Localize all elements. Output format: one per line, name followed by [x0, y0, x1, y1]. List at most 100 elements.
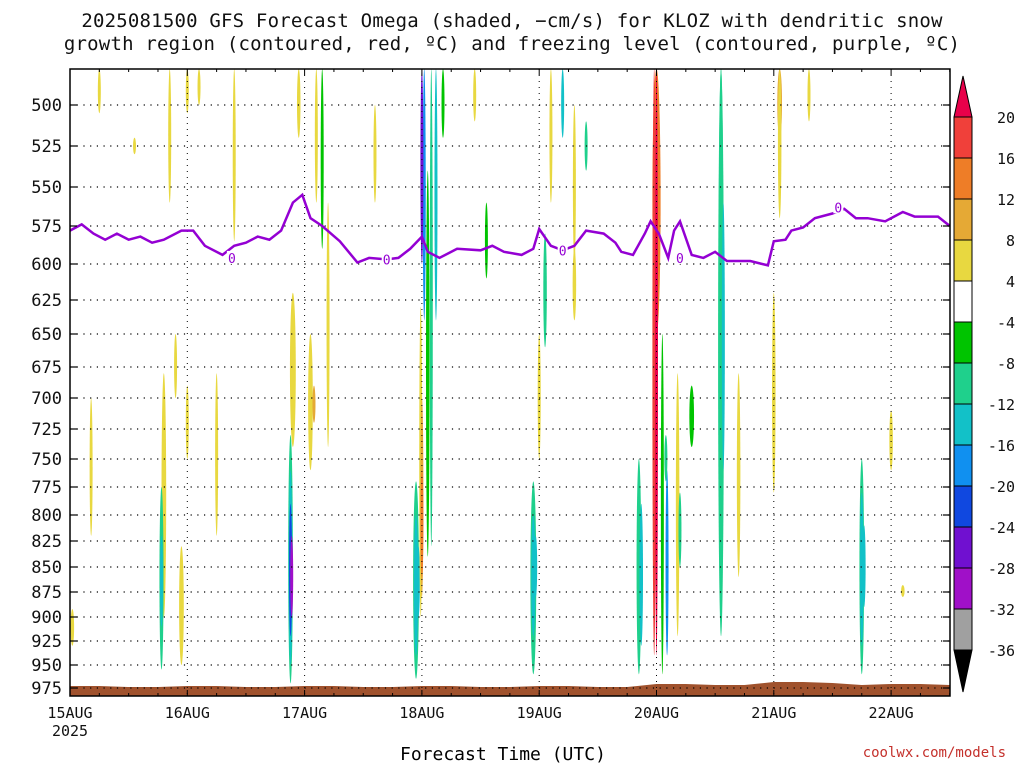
chart-title-line2: growth region (contoured, red, ºC) and f…	[63, 33, 961, 55]
y-tick-label: 975	[31, 679, 62, 699]
colorbar-label: -24	[988, 519, 1015, 537]
colorbar: 20 16 12 8 4 -4 -8 -12 -16 -20 -24 -28 -32 -36	[953, 75, 1015, 693]
colorbar-box	[953, 362, 973, 405]
y-tick-label: 775	[31, 478, 62, 498]
colorbar-bottom-arrow	[953, 649, 973, 693]
y-tick-label: 575	[31, 217, 62, 237]
freezing-level-label: 0	[834, 201, 842, 216]
colorbar-box	[953, 116, 973, 159]
omega-cell	[429, 69, 433, 547]
omega-cell	[70, 609, 75, 646]
freezing-level-label: 0	[676, 252, 684, 267]
omega-shading	[70, 69, 905, 684]
omega-cell	[232, 69, 236, 242]
x-tick-label: 17AUG	[282, 704, 327, 722]
colorbar-top-arrow	[953, 75, 973, 118]
surface-fill	[70, 682, 950, 696]
omega-cell	[678, 492, 682, 567]
colorbar-box	[953, 444, 973, 487]
y-tick-label: 675	[31, 358, 62, 378]
omega-cell	[534, 535, 538, 598]
omega-cell	[89, 398, 93, 536]
omega-cell	[660, 334, 664, 675]
colorbar-label: -36	[988, 642, 1015, 660]
omega-cell	[314, 69, 318, 203]
colorbar-box	[953, 198, 973, 241]
omega-cell	[422, 69, 426, 321]
colorbar-box	[953, 526, 973, 569]
omega-cell	[420, 470, 424, 577]
omega-cell	[473, 69, 477, 122]
omega-cell	[652, 69, 656, 656]
y-tick-label: 875	[31, 583, 62, 603]
omega-cell	[320, 69, 324, 249]
omega-cell	[97, 69, 101, 114]
omega-cell	[549, 69, 553, 203]
colorbar-box	[953, 239, 973, 282]
chart-title-line1: 2025081500 GFS Forecast Omega (shaded, −…	[81, 10, 943, 32]
omega-cell	[664, 435, 668, 482]
omega-cell	[290, 535, 294, 618]
omega-cell	[174, 334, 178, 398]
y-tick-label: 700	[31, 389, 62, 409]
omega-cell	[420, 69, 424, 264]
y-tick-label: 925	[31, 632, 62, 652]
omega-cell	[416, 546, 420, 617]
x-tick-label: 15AUG	[47, 704, 92, 722]
omega-cell	[308, 334, 313, 471]
plot-area	[70, 69, 950, 696]
x-tick-label: 19AUG	[517, 704, 562, 722]
x-tick-label: 21AUG	[751, 704, 796, 722]
omega-cell	[736, 373, 741, 577]
omega-cell	[860, 492, 864, 646]
x-axis: 15AUG 16AUG 17AUG 18AUG 19AUG 20AUG 21AUG 22AUG…	[47, 704, 913, 740]
omega-cell	[185, 69, 189, 114]
omega-cell	[889, 410, 893, 471]
omega-cell	[531, 515, 536, 637]
freezing-level-contour: 0 0 0 0 0	[70, 192, 950, 268]
freezing-label-bg	[381, 252, 392, 266]
x-year-label: 2025	[52, 722, 88, 740]
y-tick-label: 625	[31, 291, 62, 311]
omega-cell	[862, 525, 866, 607]
omega-cell	[484, 202, 488, 279]
omega-cell	[326, 202, 330, 447]
colorbar-box	[953, 567, 973, 610]
omega-cell	[561, 69, 565, 138]
omega-cell	[289, 292, 296, 447]
y-tick-label: 825	[31, 532, 62, 552]
freezing-level-label: 0	[559, 244, 567, 259]
freezing-label-bg	[557, 243, 568, 257]
y-tick-label: 725	[31, 420, 62, 440]
omega-cell	[772, 292, 776, 493]
x-tick-label: 22AUG	[869, 704, 914, 722]
surface-ground	[70, 682, 950, 696]
y-tick-label: 650	[31, 325, 62, 345]
omega-cell	[655, 69, 658, 656]
colorbar-label: 16	[997, 150, 1015, 168]
colorbar-label: -8	[997, 355, 1015, 373]
freezing-level-label: 0	[383, 253, 391, 268]
credit-text: coolwx.com/models	[862, 745, 1006, 761]
colorbar-label: -32	[988, 601, 1015, 619]
y-tick-label: 600	[31, 255, 62, 275]
y-tick-label: 750	[31, 450, 62, 470]
omega-cell	[901, 585, 905, 597]
freezing-level-label: 0	[228, 252, 236, 267]
y-axis: 500 525 550 575 600 625 650 675 700 725 750 775 800 8…	[31, 96, 950, 699]
omega-cell	[185, 385, 189, 459]
omega-cell	[179, 546, 184, 665]
freezing-label-bg	[674, 250, 685, 264]
colorbar-label: -16	[988, 437, 1015, 455]
omega-cell	[168, 69, 172, 203]
colorbar-box	[953, 280, 973, 323]
omega-cell	[807, 69, 811, 122]
omega-cell	[426, 170, 430, 557]
plot-frame	[69, 68, 951, 697]
colorbar-box	[953, 608, 973, 651]
omega-cell	[689, 385, 695, 447]
x-tick-label: 20AUG	[634, 704, 679, 722]
colorbar-label: 12	[997, 191, 1015, 209]
y-tick-label: 950	[31, 656, 62, 676]
colorbar-label: -12	[988, 396, 1015, 414]
